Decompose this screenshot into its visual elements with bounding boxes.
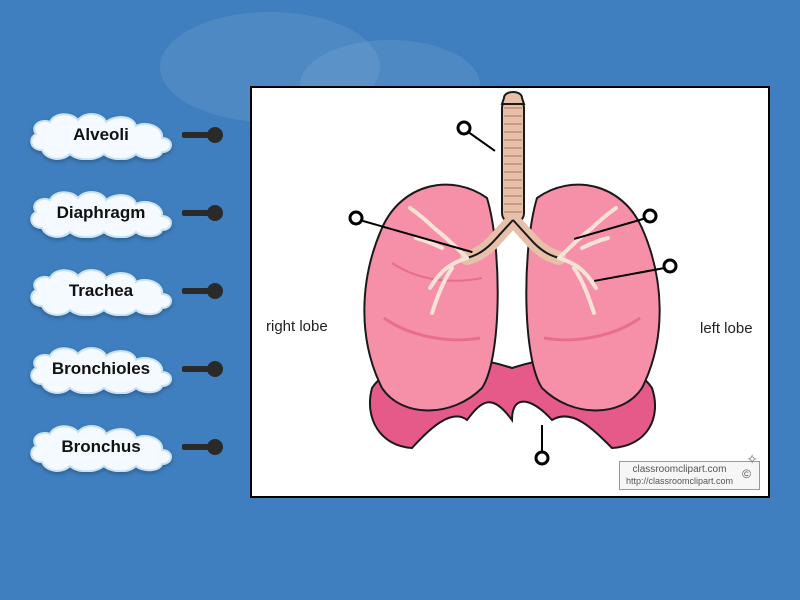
cloud-label: Alveoli: [24, 110, 178, 160]
bronchioles-point[interactable]: [663, 259, 678, 274]
draggable-label[interactable]: Bronchioles: [24, 344, 216, 394]
right-lobe-label: right lobe: [266, 318, 328, 335]
diaphragm-point[interactable]: [535, 451, 550, 466]
label-text: Trachea: [69, 281, 133, 301]
draggable-label[interactable]: Diaphragm: [24, 188, 216, 238]
left-lobe-label: left lobe: [700, 320, 753, 337]
draggable-label[interactable]: Trachea: [24, 266, 216, 316]
label-text: Alveoli: [73, 125, 129, 145]
trachea-point[interactable]: [457, 121, 472, 136]
lungs-diagram: [252, 88, 772, 500]
label-text: Bronchioles: [52, 359, 150, 379]
cloud-label: Bronchus: [24, 422, 178, 472]
diagram-frame: right lobe left lobe classroomclipart.co…: [250, 86, 770, 498]
peg-icon: [182, 444, 216, 450]
label-text: Bronchus: [61, 437, 140, 457]
peg-icon: [182, 366, 216, 372]
copyright-icon: ©: [742, 467, 751, 481]
cloud-label: Bronchioles: [24, 344, 178, 394]
watermark-line1: classroomclipart.com: [626, 464, 733, 476]
watermark-line2: http://classroomclipart.com: [626, 476, 733, 487]
sparkle-icon: ✧: [746, 451, 758, 468]
peg-icon: [182, 132, 216, 138]
peg-icon: [182, 210, 216, 216]
cloud-label: Diaphragm: [24, 188, 178, 238]
cloud-label: Trachea: [24, 266, 178, 316]
alveoli-point[interactable]: [643, 209, 658, 224]
diagram-inner: right lobe left lobe classroomclipart.co…: [252, 88, 768, 496]
label-stack: Alveoli Diaphragm Trachea Bronchioles Br…: [24, 110, 216, 472]
bronchus-point[interactable]: [349, 211, 364, 226]
label-text: Diaphragm: [57, 203, 146, 223]
peg-icon: [182, 288, 216, 294]
draggable-label[interactable]: Bronchus: [24, 422, 216, 472]
watermark: classroomclipart.com http://classroomcli…: [619, 461, 760, 490]
draggable-label[interactable]: Alveoli: [24, 110, 216, 160]
